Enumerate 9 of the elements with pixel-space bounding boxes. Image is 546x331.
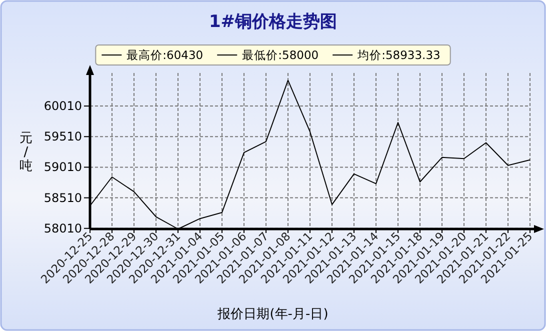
y-tick-label: 58010 bbox=[44, 221, 82, 236]
y-tick-label: 59510 bbox=[44, 130, 82, 144]
y-tick-label: 60010 bbox=[44, 99, 82, 114]
x-axis-title: 报价日期(年-月-日) bbox=[216, 307, 328, 322]
y-axis-title: 元/吨 bbox=[20, 131, 32, 174]
y-tick-label: 58510 bbox=[44, 190, 82, 205]
stats-box: 最高价:60430 最低价:58000 均价:58933.33 bbox=[95, 44, 451, 66]
chart-title: 1#铜价格走势图 bbox=[208, 12, 338, 32]
y-tick-label: 59010 bbox=[44, 160, 82, 174]
